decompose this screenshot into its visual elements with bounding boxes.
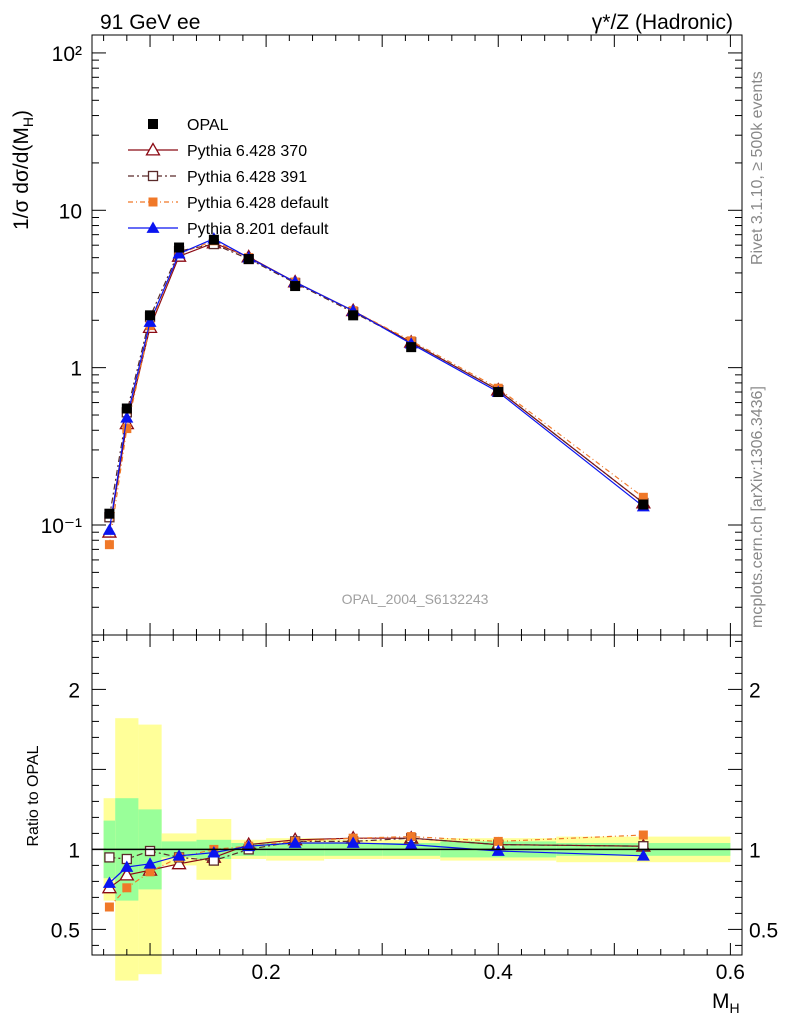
watermark: OPAL_2004_S6132243 — [342, 591, 489, 607]
legend-marker-pythia-6-428-default — [148, 197, 158, 207]
mc-series — [101, 232, 651, 912]
data-point-opal — [638, 499, 649, 510]
ratio-point-pythia-6-428-default — [104, 902, 114, 912]
ratio-frame — [91, 634, 743, 956]
ratio-point-pythia-8-201-default — [346, 836, 360, 848]
point-pythia-8-201-default — [102, 523, 116, 535]
legend-marker-pythia-6-428-391 — [147, 170, 159, 182]
ratio-point-pythia-6-428-391 — [144, 845, 156, 857]
series-line-pythia-6-428-default — [108, 240, 644, 545]
ratio-point-pythia-6-428-default — [406, 832, 416, 842]
x-tick-label: 0.2 — [252, 961, 281, 984]
ratio-point-pythia-8-201-default — [288, 836, 302, 848]
y-tick-label: 10⁻¹ — [41, 515, 82, 538]
y-tick-label: 10² — [52, 43, 82, 66]
ratio-point-pythia-6-428-default — [122, 883, 132, 893]
axes: 0.2 0.4 0.6 10⁻¹ 1 10 10² 0.5 0.5 1 1 2 2 — [41, 34, 778, 984]
legend-label-opal: OPAL — [187, 117, 229, 134]
data-point-opal — [243, 254, 254, 265]
legend-label-pythia-6-428-391: Pythia 6.428 391 — [187, 169, 307, 186]
ratio-point-pythia-8-201-default — [636, 849, 650, 861]
data-point-opal — [493, 387, 504, 398]
data-point-opal — [121, 403, 132, 414]
ratio-point-pythia-6-428-370 — [119, 867, 135, 881]
legend-label-pythia-8-201-default: Pythia 8.201 default — [187, 221, 329, 238]
ratio-axis-label: Ratio to OPAL — [25, 745, 42, 846]
data-point-opal — [145, 310, 156, 321]
ratio-point-pythia-8-201-default — [491, 844, 505, 856]
ratio-point-pythia-8-201-default — [143, 857, 157, 869]
ratio-tick-label: 2 — [68, 679, 80, 702]
data-point-opal — [290, 281, 301, 292]
data-point-opal — [104, 508, 115, 519]
ratio-point-pythia-8-201-default — [404, 838, 418, 850]
ratio-tick-label-right: 0.5 — [749, 919, 778, 942]
legend-marker-pythia-8-201-default — [146, 221, 160, 233]
y-axis-label: 1/σ dσ/d(MH) — [10, 110, 36, 230]
legend: Pythia 6.428 370 Pythia 6.428 391 Pythia 6… — [128, 117, 329, 238]
data-point-opal — [174, 242, 185, 253]
y-tick-label: 10 — [59, 200, 82, 223]
series-line-pythia-6-428-370 — [108, 242, 644, 533]
data-point-opal — [348, 310, 359, 321]
point-pythia-6-428-default — [122, 424, 132, 434]
side-text-bottom: mcplots.cern.ch [arXiv:1306.3436] — [749, 386, 766, 628]
x-axis-label: MH — [712, 990, 740, 1016]
legend-marker-pythia-6-428-370 — [145, 142, 161, 156]
side-text-top: Rivet 3.1.10, ≥ 500k events — [749, 71, 766, 265]
ratio-point-pythia-8-201-default — [120, 860, 134, 872]
x-tick-label: 0.6 — [716, 961, 745, 984]
ratio-tick-label-right: 1 — [749, 839, 761, 862]
ratio-point-pythia-6-428-default — [145, 867, 155, 877]
series-line-pythia-6-428-391 — [108, 243, 644, 518]
legend-marker-opal — [148, 119, 158, 129]
ratio-tick-label: 1 — [68, 839, 80, 862]
ratio-point-pythia-8-201-default — [242, 839, 256, 852]
ratio-point-pythia-8-201-default — [172, 849, 186, 861]
ratio-point-pythia-8-201-default — [102, 876, 116, 888]
point-pythia-8-201-default — [143, 315, 157, 327]
ratio-point-pythia-8-201-default — [207, 846, 221, 858]
ratio-point-pythia-6-428-default — [493, 836, 503, 846]
data-point-opal — [208, 234, 219, 245]
x-tick-label: 0.4 — [484, 961, 514, 984]
ratio-tick-label: 0.5 — [51, 919, 80, 942]
point-pythia-6-428-default — [638, 492, 648, 502]
y-tick-label: 1 — [70, 358, 82, 381]
series-line-pythia-8-201-default — [108, 238, 644, 531]
legend-label-pythia-6-428-370: Pythia 6.428 370 — [187, 143, 307, 160]
point-pythia-6-428-default — [104, 540, 114, 550]
data-points — [104, 234, 649, 519]
header-left: 91 GeV ee — [100, 11, 200, 34]
ratio-point-pythia-6-428-370 — [171, 855, 187, 870]
ratio-point-pythia-6-428-default — [638, 830, 648, 840]
header-right: γ*/Z (Hadronic) — [592, 11, 733, 34]
point-pythia-8-201-default — [120, 411, 134, 423]
data-point-opal — [406, 342, 417, 353]
ratio-point-pythia-6-428-391 — [104, 852, 115, 863]
point-pythia-8-201-default — [172, 247, 186, 259]
ratio-tick-label-right: 2 — [749, 679, 761, 702]
legend-label-pythia-6-428-default: Pythia 6.428 default — [187, 195, 329, 212]
